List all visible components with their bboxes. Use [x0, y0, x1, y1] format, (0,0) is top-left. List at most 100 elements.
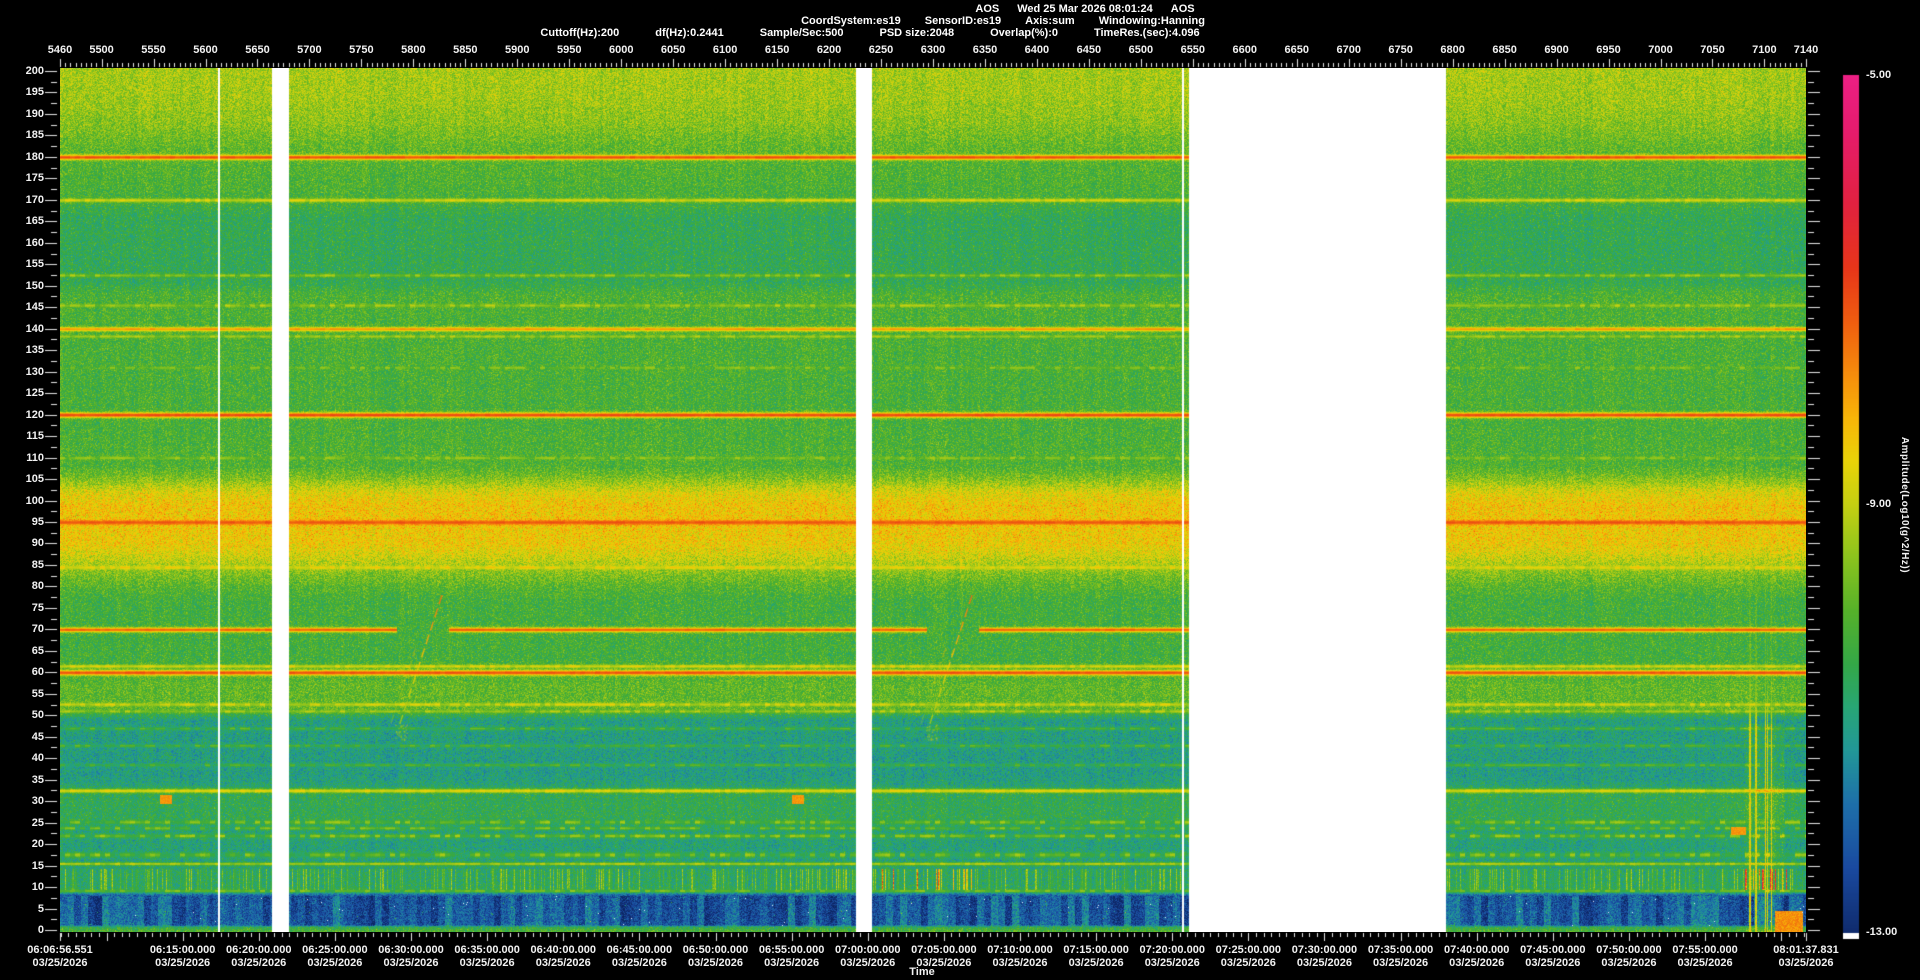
frequency-tick-label: 195 [0, 86, 44, 98]
frequency-tick-label: 175 [0, 172, 44, 184]
date-tick-label: 03/25/2026 [1525, 957, 1580, 969]
time-tick-label: 07:20:00.000 [1139, 944, 1204, 956]
top-axis-tick-label: 5900 [505, 44, 529, 56]
time-tick-label: 07:00:00.000 [835, 944, 900, 956]
top-axis-tick-label: 6450 [1077, 44, 1101, 56]
time-tick-label: 06:15:00.000 [150, 944, 215, 956]
top-axis-tick-label: 6700 [1336, 44, 1360, 56]
date-tick-label: 03/25/2026 [155, 957, 210, 969]
top-axis-tick-label: 6750 [1388, 44, 1412, 56]
colorbar-axis-title: Amplitude(Log10(g^2/Hz)) [1899, 437, 1910, 573]
top-axis-tick-label: 6250 [869, 44, 893, 56]
top-axis-tick-label: 5950 [557, 44, 581, 56]
time-tick-label: 07:35:00.000 [1368, 944, 1433, 956]
date-tick-label: 03/25/2026 [1373, 957, 1428, 969]
time-tick-label: 07:05:00.000 [911, 944, 976, 956]
top-axis-tick-label: 6850 [1492, 44, 1516, 56]
date-tick-label: 03/25/2026 [231, 957, 286, 969]
frequency-tick-label: 30 [0, 795, 44, 807]
top-axis-tick-label: 6400 [1025, 44, 1049, 56]
date-tick-label: 03/25/2026 [1678, 957, 1733, 969]
time-tick-label: 07:40:00.000 [1444, 944, 1509, 956]
frequency-tick-label: 165 [0, 215, 44, 227]
frequency-tick-label: 85 [0, 559, 44, 571]
aos-spectrogram-window: AOSWed 25 Mar 2026 08:01:24AOS CoordSyst… [0, 0, 1920, 980]
colorbar-tick-label: -13.00 [1866, 926, 1897, 938]
frequency-tick-label: 35 [0, 774, 44, 786]
top-axis-tick-label: 5650 [245, 44, 269, 56]
time-tick-label: 07:15:00.000 [1063, 944, 1128, 956]
top-axis-tick-label: 6950 [1596, 44, 1620, 56]
time-tick-label: 07:50:00.000 [1596, 944, 1661, 956]
frequency-tick-label: 0 [0, 924, 44, 936]
top-axis-tick-label: 5460 [48, 44, 72, 56]
date-tick-label: 03/25/2026 [1069, 957, 1124, 969]
frequency-tick-label: 20 [0, 838, 44, 850]
frequency-tick-label: 95 [0, 516, 44, 528]
frequency-tick-label: 40 [0, 752, 44, 764]
frequency-tick-label: 180 [0, 151, 44, 163]
frequency-tick-label: 15 [0, 860, 44, 872]
time-tick-label: 07:55:00.000 [1672, 944, 1737, 956]
date-tick-label: 03/25/2026 [840, 957, 895, 969]
frequency-tick-label: 10 [0, 881, 44, 893]
time-tick-label: 06:06:56.551 [27, 944, 92, 956]
frequency-tick-label: 50 [0, 709, 44, 721]
frequency-tick-label: 155 [0, 258, 44, 270]
top-axis-tick-label: 6900 [1544, 44, 1568, 56]
top-axis-tick-label: 5600 [193, 44, 217, 56]
date-tick-label: 03/25/2026 [1221, 957, 1276, 969]
top-axis-tick-label: 6650 [1285, 44, 1309, 56]
frequency-tick-label: 100 [0, 495, 44, 507]
time-tick-label: 06:30:00.000 [378, 944, 443, 956]
time-tick-label: 07:45:00.000 [1520, 944, 1585, 956]
top-axis-tick-label: 6100 [713, 44, 737, 56]
top-axis-tick-label: 6050 [661, 44, 685, 56]
frequency-tick-label: 200 [0, 65, 44, 77]
frequency-tick-label: 170 [0, 194, 44, 206]
date-tick-label: 03/25/2026 [1778, 957, 1833, 969]
frequency-tick-label: 70 [0, 623, 44, 635]
frequency-tick-label: 90 [0, 537, 44, 549]
time-tick-label: 07:10:00.000 [987, 944, 1052, 956]
top-axis-tick-label: 6000 [609, 44, 633, 56]
frequency-tick-label: 110 [0, 452, 44, 464]
frequency-tick-label: 80 [0, 580, 44, 592]
frequency-tick-label: 135 [0, 344, 44, 356]
date-tick-label: 03/25/2026 [536, 957, 591, 969]
top-axis-tick-label: 5850 [453, 44, 477, 56]
time-tick-label: 06:50:00.000 [683, 944, 748, 956]
top-axis-tick-label: 6300 [921, 44, 945, 56]
frequency-tick-label: 185 [0, 129, 44, 141]
top-axis-tick-label: 6600 [1233, 44, 1257, 56]
date-tick-label: 03/25/2026 [383, 957, 438, 969]
time-tick-label: 06:20:00.000 [226, 944, 291, 956]
top-axis-tick-label: 5700 [297, 44, 321, 56]
time-tick-label: 07:30:00.000 [1292, 944, 1357, 956]
time-tick-label: 08:01:37.831 [1773, 944, 1838, 956]
top-axis-tick-label: 6550 [1181, 44, 1205, 56]
colorbar-tick-label: -5.00 [1866, 69, 1891, 81]
frequency-tick-label: 55 [0, 688, 44, 700]
time-tick-label: 06:35:00.000 [454, 944, 519, 956]
date-tick-label: 03/25/2026 [1297, 957, 1352, 969]
frequency-tick-label: 115 [0, 430, 44, 442]
frequency-tick-label: 150 [0, 280, 44, 292]
frequency-tick-label: 25 [0, 817, 44, 829]
top-axis-tick-label: 7140 [1794, 44, 1818, 56]
frequency-tick-label: 160 [0, 237, 44, 249]
top-axis-tick-label: 5750 [349, 44, 373, 56]
spectrogram-plot-canvas[interactable] [60, 68, 1806, 932]
frequency-tick-label: 190 [0, 108, 44, 120]
time-axis-title: Time [909, 966, 934, 978]
frequency-tick-label: 65 [0, 645, 44, 657]
top-axis-tick-label: 6150 [765, 44, 789, 56]
frequency-tick-label: 140 [0, 323, 44, 335]
top-axis-tick-label: 5500 [89, 44, 113, 56]
top-axis-tick-label: 6200 [817, 44, 841, 56]
frequency-tick-label: 105 [0, 473, 44, 485]
date-tick-label: 03/25/2026 [1145, 957, 1200, 969]
top-axis-tick-label: 5550 [141, 44, 165, 56]
date-tick-label: 03/25/2026 [764, 957, 819, 969]
time-tick-label: 06:45:00.000 [607, 944, 672, 956]
